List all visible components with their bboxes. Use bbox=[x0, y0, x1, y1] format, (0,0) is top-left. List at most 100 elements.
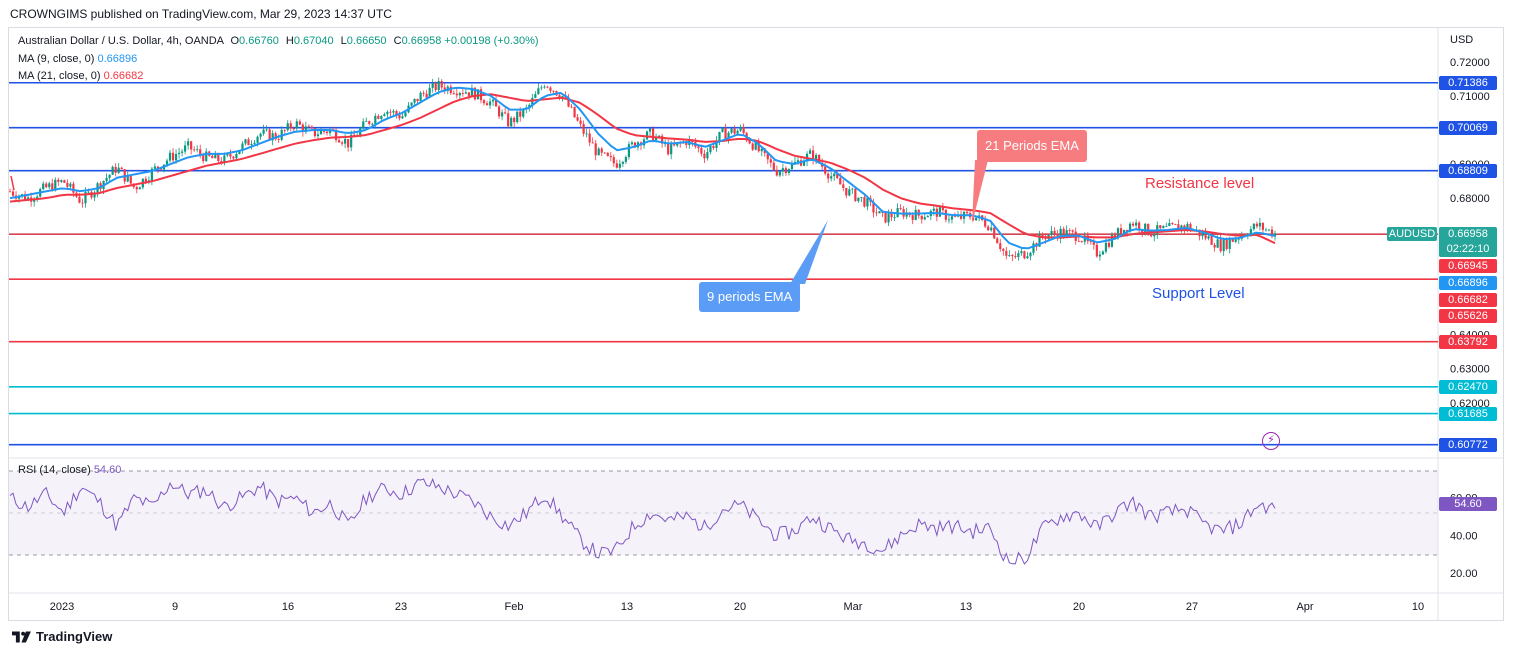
candle-body bbox=[1041, 234, 1044, 237]
candle-body bbox=[827, 173, 830, 179]
candle-body bbox=[1132, 223, 1135, 226]
candle-body bbox=[274, 133, 277, 140]
candle-body bbox=[1098, 254, 1101, 257]
candle-body bbox=[676, 142, 679, 146]
ma21-legend[interactable]: MA (21, close, 0) 0.66682 bbox=[18, 70, 143, 82]
candle-body bbox=[501, 112, 504, 117]
candle-body bbox=[893, 217, 896, 218]
low-value: 0.66650 bbox=[346, 35, 387, 47]
candle-body bbox=[440, 81, 443, 88]
candle-body bbox=[187, 141, 190, 146]
candle-body bbox=[259, 133, 262, 137]
candle-body bbox=[673, 144, 676, 146]
candle-body bbox=[808, 150, 812, 154]
ma9-label: MA (9, close, 0) bbox=[18, 53, 95, 65]
candle-body bbox=[715, 140, 718, 148]
open-key: O bbox=[230, 35, 240, 47]
candle-body bbox=[217, 153, 220, 161]
ma9-legend[interactable]: MA (9, close, 0) 0.66896 bbox=[18, 53, 137, 65]
low-key: L bbox=[340, 35, 347, 47]
candle-body bbox=[211, 155, 214, 159]
candle-body bbox=[667, 143, 670, 155]
candle-body bbox=[1135, 222, 1138, 226]
candle-body bbox=[452, 93, 455, 94]
candle-body bbox=[993, 227, 996, 239]
candle-body bbox=[1122, 229, 1126, 235]
candle-body bbox=[341, 142, 344, 144]
candle-body bbox=[488, 101, 492, 106]
candle-body bbox=[184, 145, 187, 152]
candle-body bbox=[1125, 229, 1129, 232]
candle-body bbox=[428, 87, 431, 98]
candle-body bbox=[824, 166, 827, 174]
symbol-legend[interactable]: Australian Dollar / U.S. Dollar, 4h, OAN… bbox=[18, 35, 539, 47]
candle-body bbox=[1032, 243, 1035, 253]
candle-body bbox=[519, 111, 522, 117]
candle-body bbox=[1101, 251, 1105, 255]
lightning-icon[interactable]: ⚡ bbox=[1262, 432, 1280, 450]
candle-body bbox=[371, 123, 374, 125]
candle-body bbox=[833, 173, 836, 177]
candle-body bbox=[1023, 251, 1026, 259]
candle-body bbox=[1008, 255, 1011, 256]
candle-body bbox=[588, 133, 591, 143]
candle-body bbox=[344, 139, 347, 144]
current-price-box: 0.66958 02:22:10 bbox=[1439, 227, 1497, 257]
candle-body bbox=[612, 157, 615, 164]
candle-body bbox=[193, 149, 196, 151]
candle-body bbox=[633, 142, 637, 148]
candle-body bbox=[591, 142, 594, 144]
candle-body bbox=[959, 214, 963, 219]
candle-body bbox=[818, 155, 821, 163]
candle-body bbox=[205, 151, 208, 162]
candle-body bbox=[775, 170, 778, 176]
symbol-tag: AUDUSD bbox=[1387, 227, 1437, 241]
tradingview-logo-icon bbox=[12, 630, 31, 643]
candle-body bbox=[938, 207, 941, 217]
candle-body bbox=[72, 183, 75, 193]
candle-body bbox=[920, 215, 923, 220]
candle-body bbox=[1050, 230, 1053, 235]
tradingview-brand: TradingView bbox=[36, 629, 113, 644]
candle-body bbox=[1092, 241, 1095, 245]
candle-body bbox=[724, 127, 727, 139]
bar-countdown: 02:22:10 bbox=[1446, 243, 1490, 255]
candle-body bbox=[57, 179, 60, 182]
candle-body bbox=[153, 166, 157, 169]
candle-body bbox=[654, 136, 658, 141]
tradingview-footer[interactable]: TradingView bbox=[12, 629, 112, 644]
candle-body bbox=[513, 117, 516, 123]
candle-body bbox=[434, 82, 437, 91]
candle-body bbox=[316, 134, 320, 137]
candle-body bbox=[975, 217, 978, 221]
rsi-legend[interactable]: RSI (14, close) 54.60 bbox=[18, 464, 121, 476]
candle-body bbox=[1128, 223, 1132, 232]
candle-body bbox=[950, 216, 954, 220]
candle-body bbox=[627, 144, 631, 158]
candle-body bbox=[522, 109, 525, 117]
candle-body bbox=[33, 199, 36, 202]
candle-body bbox=[733, 128, 736, 134]
close-value: 0.66958 bbox=[401, 35, 442, 47]
candle-body bbox=[419, 92, 422, 102]
candle-body bbox=[1258, 222, 1262, 227]
candle-body bbox=[377, 115, 380, 119]
candle-body bbox=[661, 135, 664, 144]
candle-body bbox=[27, 197, 30, 201]
candle-body bbox=[1062, 228, 1065, 236]
price-tick-3: 0.68000 bbox=[1450, 193, 1490, 205]
time-tick-0: 2023 bbox=[50, 601, 74, 613]
candle-body bbox=[174, 154, 178, 161]
candle-body bbox=[1071, 230, 1074, 232]
candle-body bbox=[120, 167, 123, 170]
candle-body bbox=[718, 131, 721, 141]
candle-body bbox=[790, 163, 794, 170]
candle-body bbox=[347, 139, 350, 148]
candle-body bbox=[1165, 226, 1168, 227]
ema9-callout-pointer bbox=[790, 220, 828, 284]
rsi-label: RSI (14, close) bbox=[18, 464, 91, 476]
candle-body bbox=[630, 142, 634, 145]
price-pane bbox=[9, 28, 1438, 454]
time-tick-3: 23 bbox=[395, 601, 407, 613]
